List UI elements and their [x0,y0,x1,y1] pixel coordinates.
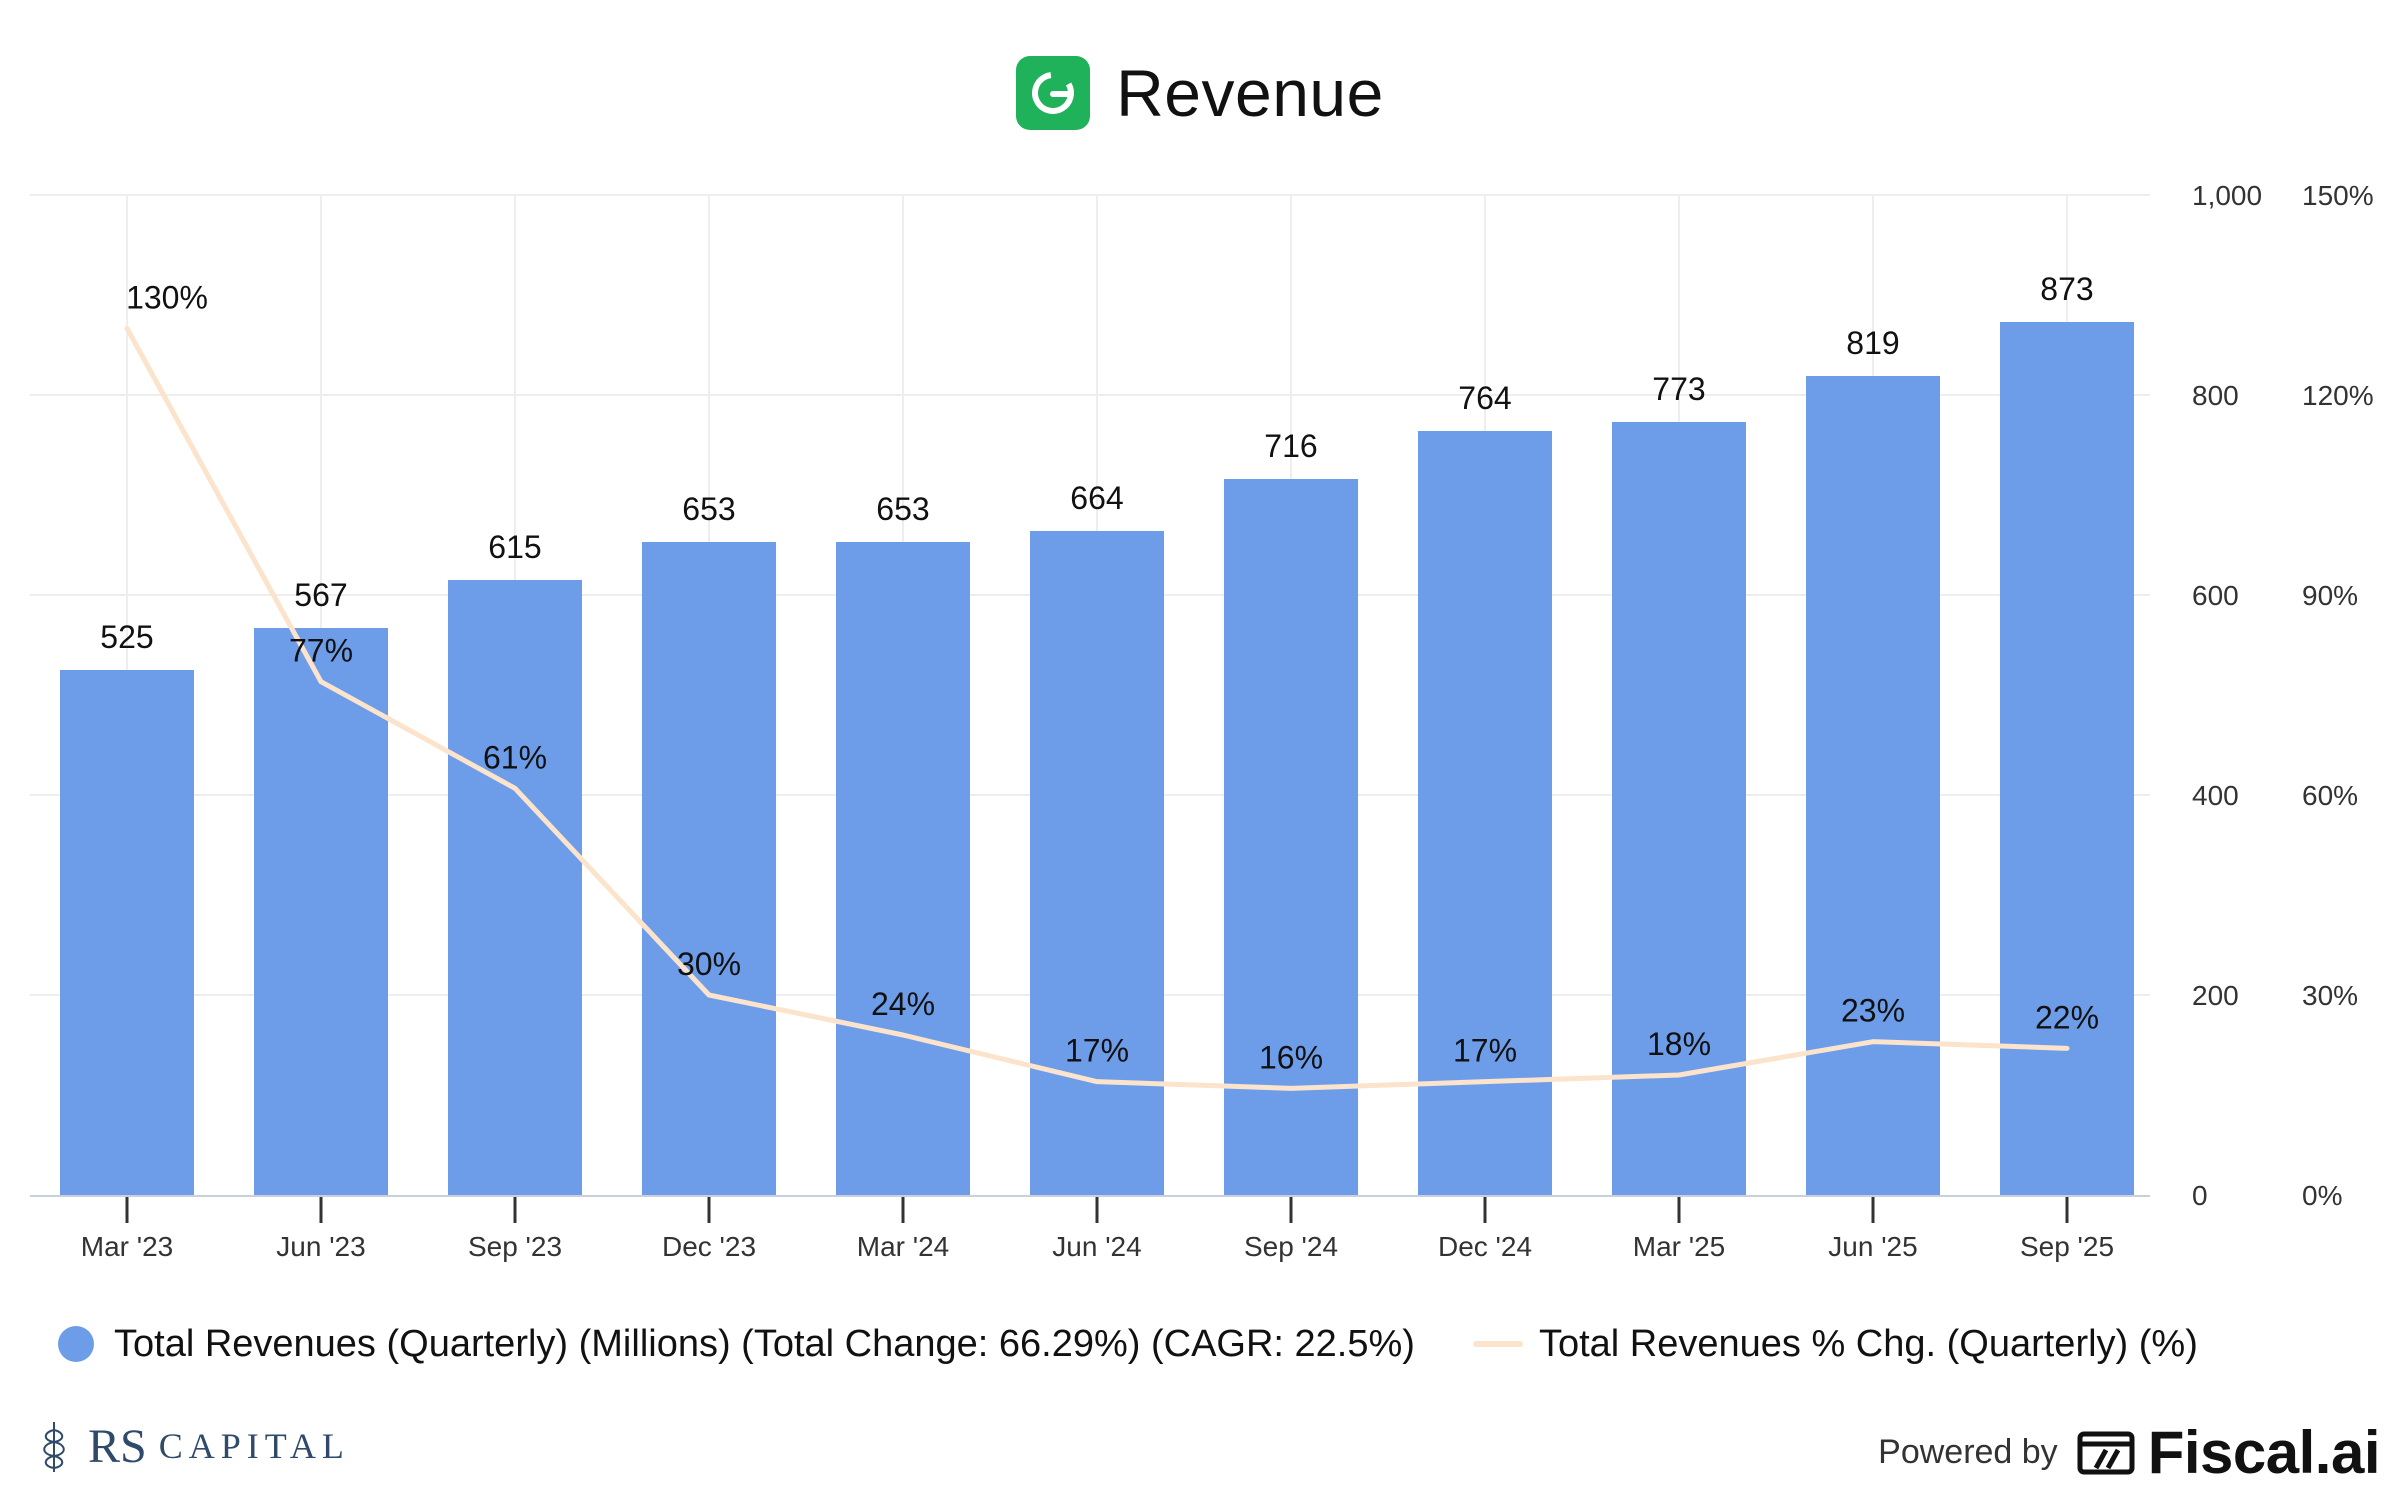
fiscal-logo-icon [2077,1431,2135,1475]
y-left-tick-label: 600 [2192,580,2239,611]
bar [448,580,582,1195]
chart-title: Revenue [1116,56,1384,130]
y-right-tick-label: 90% [2302,580,2358,611]
revenue-chart: 0 200 400 600 800 1,000 0% 30% 60% 90% 120% 150% Mar… [30,180,2374,1262]
x-tick-label: Mar '24 [857,1231,950,1262]
bar-value-label: 716 [1264,428,1317,464]
x-tick-label: Dec '23 [662,1231,756,1262]
powered-by-fiscal: Powered by Fiscal.ai [1878,1416,2380,1488]
brand-rs: RS [88,1419,147,1473]
line-value-label: 30% [677,946,741,982]
y-right-tick-label: 150% [2302,180,2374,211]
bar-value-label: 773 [1652,371,1705,407]
x-tick-label: Jun '23 [276,1231,365,1262]
y-right-tick-label: 30% [2302,980,2358,1011]
line-value-label: 22% [2035,999,2099,1035]
legend-item-revenue[interactable]: Total Revenues (Quarterly) (Millions) (T… [58,1323,1415,1366]
bar [1030,531,1164,1195]
bar-value-label: 525 [100,619,153,655]
y-left-tick-label: 800 [2192,380,2239,411]
chart-header: Revenue [0,48,2400,138]
line-value-label: 61% [483,739,547,775]
x-tick-label: Jun '25 [1828,1231,1917,1262]
line-value-label: 77% [289,633,353,669]
bar [2000,322,2134,1195]
x-tick-label: Jun '24 [1052,1231,1141,1262]
brand-capital: CAPITAL [158,1426,350,1466]
bar-value-label: 653 [682,491,735,527]
x-tick-label: Mar '25 [1633,1231,1726,1262]
y-left-tick-label: 0 [2192,1180,2208,1211]
legend-dot-icon [58,1326,94,1362]
bar [1418,431,1552,1195]
bar [1224,479,1358,1195]
x-tick-label: Sep '23 [468,1231,562,1262]
line-value-label: 24% [871,986,935,1022]
bar-value-label: 567 [294,577,347,613]
bar-value-label: 764 [1458,380,1511,416]
powered-by-text: Powered by [1878,1432,2058,1471]
x-tick-label: Sep '25 [2020,1231,2114,1262]
bar [836,542,970,1195]
line-value-label: 17% [1453,1033,1517,1069]
legend-line-icon [1472,1341,1523,1347]
line-value-label: 16% [1259,1039,1323,1075]
bar [1806,376,1940,1195]
bar [642,542,776,1195]
bar-value-label: 873 [2040,271,2093,307]
x-tick-label: Dec '24 [1438,1231,1532,1262]
y-left-tick-label: 400 [2192,780,2239,811]
fiscal-brand: Fiscal.ai [2147,1418,2381,1486]
x-tick-label: Sep '24 [1244,1231,1338,1262]
legend-item-pct-change[interactable]: Total Revenues % Chg. (Quarterly) (%) [1415,1323,2198,1366]
bar [254,628,388,1195]
line-value-label: 18% [1647,1026,1711,1062]
bar-value-label: 664 [1070,480,1123,516]
y-right-tick-label: 120% [2302,380,2374,411]
line-value-label: 130% [126,279,208,315]
line-value-label: 17% [1065,1033,1129,1069]
grammarly-g-icon [1016,56,1091,130]
y-right-tick-label: 60% [2302,780,2358,811]
x-tick-label: Mar '23 [81,1231,174,1262]
bar [60,670,194,1195]
legend-label-revenue: Total Revenues (Quarterly) (Millions) (T… [114,1322,1415,1365]
bar-value-label: 653 [876,491,929,527]
y-left-tick-label: 200 [2192,980,2239,1011]
bar-value-label: 819 [1846,325,1899,361]
line-value-label: 23% [1841,993,1905,1029]
chart-legend: Total Revenues (Quarterly) (Millions) (T… [58,1316,2358,1372]
pct-change-line [124,325,2070,1091]
rs-capital-logo: RS CAPITAL [34,1410,350,1482]
legend-label-pct-change: Total Revenues % Chg. (Quarterly) (%) [1538,1322,2198,1365]
y-left-tick-label: 1,000 [2192,180,2262,211]
wheat-leaf-icon [43,1422,65,1472]
y-right-tick-label: 0% [2302,1180,2342,1211]
bar-value-label: 615 [488,529,541,565]
